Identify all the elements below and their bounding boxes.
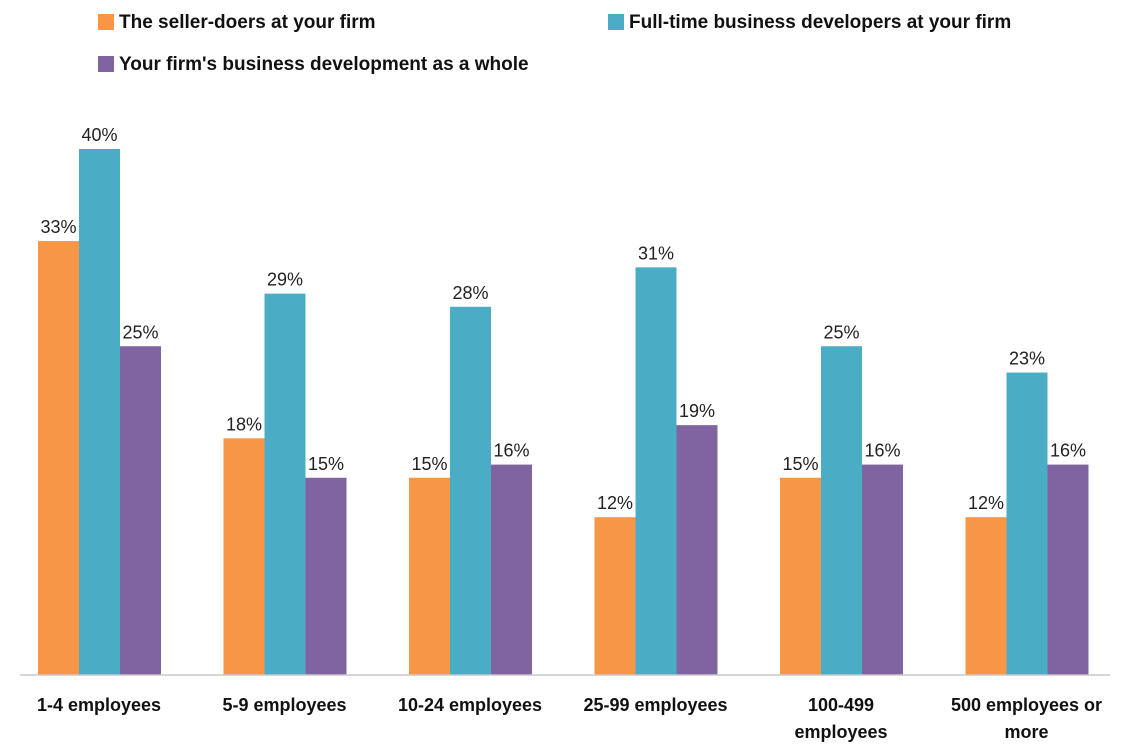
value-label-1-6: 12% bbox=[968, 493, 1004, 513]
bar-3-4 bbox=[676, 425, 718, 675]
value-label-3-2: 15% bbox=[308, 454, 344, 474]
legend-swatch-1 bbox=[98, 14, 114, 30]
bar-2-2 bbox=[264, 293, 306, 675]
legend-label-2: Full-time business developers at your fi… bbox=[629, 12, 1011, 33]
bar-3-1 bbox=[120, 346, 161, 675]
bars-group bbox=[38, 149, 1089, 676]
value-label-1-3: 15% bbox=[411, 454, 447, 474]
legend-swatch-3 bbox=[98, 56, 114, 72]
value-label-1-2: 18% bbox=[226, 414, 262, 434]
value-label-1-4: 12% bbox=[597, 493, 633, 513]
legend: The seller-doers at your firm Full-time b… bbox=[98, 12, 1011, 75]
bar-1-2 bbox=[223, 438, 265, 675]
value-label-3-3: 16% bbox=[493, 441, 529, 461]
bar-3-2 bbox=[305, 477, 347, 675]
bar-1-3 bbox=[409, 477, 450, 675]
bar-1-6 bbox=[965, 517, 1007, 675]
value-label-1-5: 15% bbox=[782, 454, 818, 474]
value-labels-group: 33% 40% 25% 18% 29% 15% 15% 28% 16% 12% 31% 19% 15% 2… bbox=[40, 125, 1086, 513]
bar-2-6 bbox=[1006, 372, 1048, 675]
bar-2-5 bbox=[821, 346, 862, 675]
value-label-2-3: 28% bbox=[452, 283, 488, 303]
value-label-2-4: 31% bbox=[638, 243, 674, 263]
category-label-3: 10-24 employees bbox=[398, 695, 542, 715]
value-label-2-1: 40% bbox=[81, 125, 117, 145]
value-label-3-6: 16% bbox=[1050, 441, 1086, 461]
value-label-2-5: 25% bbox=[823, 322, 859, 342]
value-label-2-2: 29% bbox=[267, 270, 303, 290]
legend-label-1: The seller-doers at your firm bbox=[119, 12, 376, 33]
category-label-4: 25-99 employees bbox=[583, 695, 727, 715]
value-label-2-6: 23% bbox=[1009, 349, 1045, 369]
bar-1-4 bbox=[594, 517, 636, 675]
category-label-5: 100-499 employees bbox=[794, 695, 887, 742]
value-label-3-5: 16% bbox=[864, 441, 900, 461]
category-label-6: 500 employees or more bbox=[951, 695, 1102, 742]
bar-2-4 bbox=[635, 267, 677, 675]
category-labels-group: 1-4 employees 5-9 employees 10-24 employee… bbox=[37, 695, 1102, 742]
bar-3-3 bbox=[491, 464, 532, 675]
value-label-3-1: 25% bbox=[122, 322, 158, 342]
bar-2-3 bbox=[450, 306, 491, 675]
bar-2-1 bbox=[79, 149, 120, 675]
category-label-1: 1-4 employees bbox=[37, 695, 161, 715]
bar-1-5 bbox=[780, 477, 821, 675]
bar-3-6 bbox=[1047, 464, 1089, 675]
legend-label-3: Your firm's business development as a wh… bbox=[119, 54, 529, 75]
category-label-2: 5-9 employees bbox=[222, 695, 346, 715]
bar-1-1 bbox=[38, 241, 79, 676]
value-label-1-1: 33% bbox=[40, 217, 76, 237]
value-label-3-4: 19% bbox=[679, 401, 715, 421]
bar-3-5 bbox=[862, 464, 903, 675]
legend-swatch-2 bbox=[608, 14, 624, 30]
